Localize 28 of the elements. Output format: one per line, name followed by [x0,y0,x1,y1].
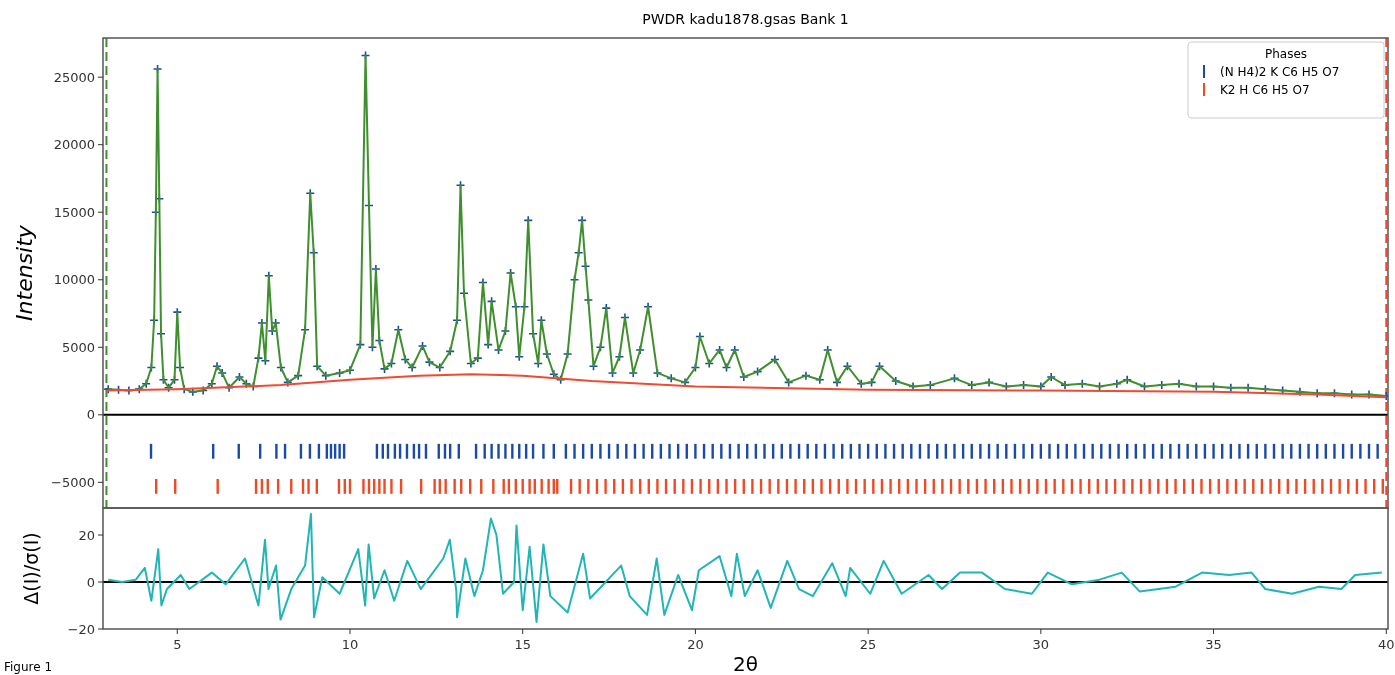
y-axis-title: Intensity [12,224,37,321]
chart-title: PWDR kadu1878.gsas Bank 1 [642,11,849,27]
x-tick-label: 25 [859,637,877,652]
y-tick-label: 5000 [61,339,95,355]
legend-label: (N H4)2 K C6 H5 O7 [1220,65,1340,79]
y-tick-label: 20 [78,527,95,543]
x-tick-label: 15 [514,637,531,652]
x-tick-label: 10 [341,637,359,652]
y-tick-label: 0 [86,407,95,423]
legend-title: Phases [1264,47,1308,61]
x-tick-label: 40 [1378,637,1395,652]
line-series [105,373,1388,399]
legend-label: K2 H C6 H5 O7 [1220,83,1310,97]
y-tick-label: 25000 [53,69,95,85]
caption: Figure 1 [4,660,53,674]
x-tick-label: 5 [173,637,182,652]
y-tick-label: 0 [86,574,95,590]
y-tick-label: 20000 [53,137,95,153]
x-tick-label: 30 [1032,637,1050,652]
x-tick-label: 20 [687,637,704,652]
y-tick-label: 15000 [53,204,95,220]
y-tick-label: −5000 [51,474,95,490]
y-tick-label: 10000 [53,272,95,288]
x-tick-label: 35 [1205,637,1222,652]
y-tick-label: −20 [67,621,95,637]
line-series [107,512,1383,623]
y-axis-title: Δ(I)/σ(I) [20,532,42,605]
x-axis-title: 2θ [733,652,758,675]
